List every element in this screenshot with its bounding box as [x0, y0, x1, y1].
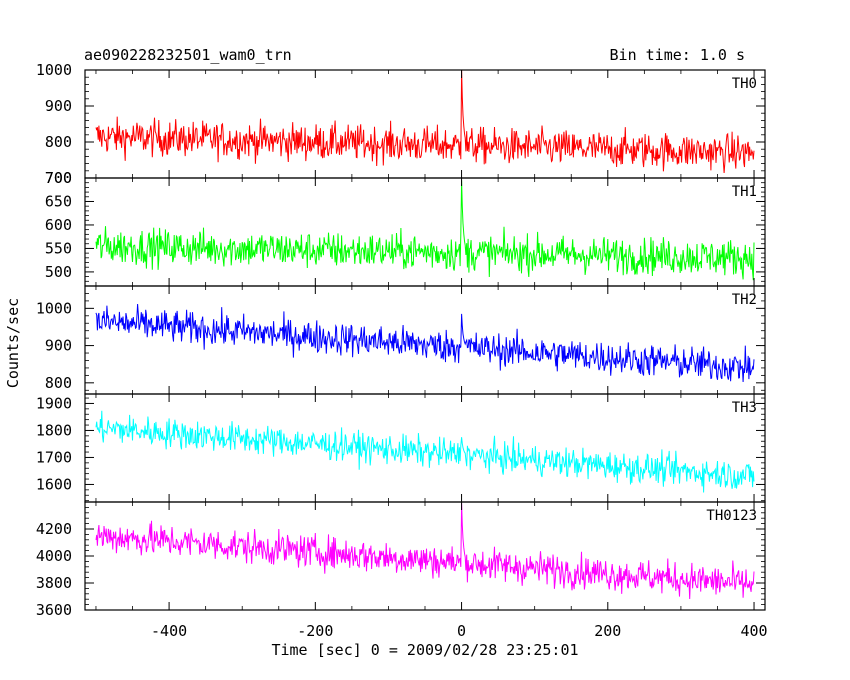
y-axis-label: Counts/sec — [4, 298, 22, 388]
x-tick-label: 200 — [594, 622, 621, 640]
y-tick-label: 1800 — [36, 421, 72, 439]
panel-th0123: 3600 3800 4000 4200 TH0123 — [36, 501, 766, 619]
panel-th1: 500 550 600 650 700 TH1 — [45, 169, 766, 287]
series-label-th1: TH1 — [732, 184, 757, 200]
y-tick-label: 1600 — [36, 475, 72, 493]
y-tick-label: 1900 — [36, 394, 72, 412]
series-label-th3: TH3 — [732, 400, 757, 416]
y-tick-label: 4000 — [36, 547, 72, 565]
panel-th3: 1600 1700 1800 1900 TH3 — [36, 393, 766, 503]
y-tick-label: 600 — [45, 216, 72, 234]
series-line-th0123 — [95, 503, 755, 600]
y-tick-label: 550 — [45, 239, 72, 257]
series-label-th0123: TH0123 — [706, 508, 757, 524]
y-tick-label: 1000 — [36, 61, 72, 79]
y-tick-label: 3600 — [36, 601, 72, 619]
y-tick-label: 800 — [45, 133, 72, 151]
series-line-th1 — [95, 180, 755, 281]
y-tick-label: 1700 — [36, 448, 72, 466]
y-tick-label: 500 — [45, 263, 72, 281]
y-tick-label: 700 — [45, 169, 72, 187]
y-tick-label: 3800 — [36, 574, 72, 592]
y-tick-label: 1000 — [36, 299, 72, 317]
x-tick-label: 0 — [457, 622, 466, 640]
series-line-th2 — [95, 303, 755, 383]
series-line-th0 — [95, 70, 755, 174]
series-label-th2: TH2 — [732, 292, 757, 308]
panel-frame — [84, 177, 766, 287]
y-tick-label: 650 — [45, 192, 72, 210]
x-tick-label: 400 — [740, 622, 767, 640]
y-tick-label: 800 — [45, 374, 72, 392]
chart-title: ae090228232501_wam0_trn — [84, 46, 292, 64]
y-tick-label: 900 — [45, 97, 72, 115]
y-tick-label: 700 — [45, 169, 72, 187]
x-tick-label: -200 — [297, 622, 333, 640]
series-label-th0: TH0 — [732, 76, 757, 92]
panel-frame — [84, 285, 766, 395]
panel-th0: 700 800 900 1000 TH0 — [36, 61, 766, 187]
bin-time-label: Bin time: 1.0 s — [610, 46, 745, 64]
y-tick-label: 4200 — [36, 520, 72, 538]
panel-th2: 800 900 1000 TH2 — [36, 285, 766, 395]
y-tick-label: 900 — [45, 337, 72, 355]
series-line-th3 — [95, 410, 755, 493]
x-tick-label: -400 — [151, 622, 187, 640]
x-axis-label: Time [sec] 0 = 2009/02/28 23:25:01 — [271, 641, 578, 659]
panels-group: 7008009001000TH0500550600650700TH1800900… — [36, 61, 768, 640]
